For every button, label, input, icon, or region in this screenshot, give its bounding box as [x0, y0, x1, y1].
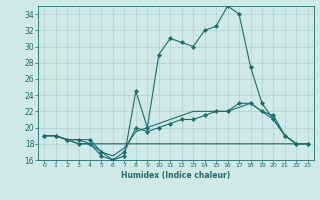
X-axis label: Humidex (Indice chaleur): Humidex (Indice chaleur) [121, 171, 231, 180]
